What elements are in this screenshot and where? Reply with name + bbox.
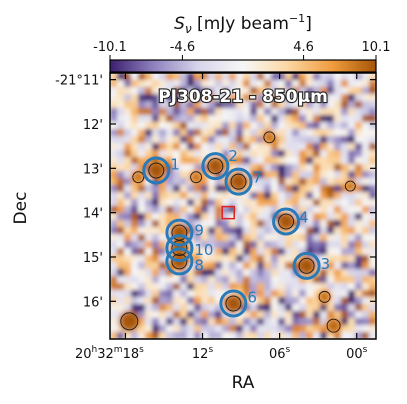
contour-line [171, 240, 188, 257]
source-circle-9 [165, 218, 194, 247]
x-axis-label: RA [232, 373, 255, 393]
source-circle-2 [201, 152, 230, 181]
x-tick-label: 12s [192, 345, 214, 362]
colorbar-tick-label: 10.1 [362, 40, 391, 55]
y-tick-label: 13' [83, 162, 103, 177]
colorbar: Sν [mJy beam−1] -10.1 -4.6 4.6 10.1 [93, 12, 390, 73]
colorbar-label: Sν [mJy beam−1] [174, 12, 312, 36]
source-label-7: 7 [253, 169, 263, 187]
source-circle-1 [142, 156, 171, 185]
colorbar-bar [109, 59, 377, 73]
contour-line [120, 312, 139, 331]
source-circle-6 [219, 289, 248, 318]
contour-line [148, 162, 165, 179]
source-circle-7 [224, 167, 253, 196]
y-axis-label: Dec [11, 192, 31, 225]
source-circle-8 [165, 247, 194, 276]
colorbar-tick-label: -10.1 [93, 40, 127, 55]
contour-line [225, 295, 242, 312]
contour-line [171, 253, 188, 270]
source-label-10: 10 [194, 241, 213, 259]
source-label-4: 4 [299, 209, 309, 227]
colorbar-tick-label: 4.6 [293, 40, 314, 55]
noise-field [110, 73, 376, 339]
source-label-1: 1 [170, 156, 180, 174]
y-tick-label: -21°11' [55, 74, 103, 89]
flux-contours [120, 131, 356, 333]
source-label-8: 8 [194, 256, 204, 274]
x-tick-label: 00s [346, 345, 368, 362]
source-circle-4 [272, 207, 301, 236]
contour-line [263, 131, 276, 144]
x-tick-label: 06s [269, 345, 291, 362]
source-circle-3 [292, 251, 321, 280]
contour-line [326, 318, 341, 333]
contour-line [132, 171, 145, 184]
contour-line [298, 257, 315, 274]
contour-line [230, 173, 247, 190]
quasar-marker [221, 205, 235, 220]
x-tick-label: 20h32m18s [75, 345, 144, 362]
source-label-6: 6 [247, 289, 257, 307]
source-circles [142, 152, 321, 318]
source-label-3: 3 [321, 255, 331, 273]
contour-line [171, 224, 188, 241]
source-label-9: 9 [194, 222, 204, 240]
contour-line [207, 158, 224, 175]
contour-line [318, 290, 331, 303]
contour-line [190, 171, 203, 184]
y-tick-label: 16' [83, 295, 103, 310]
map-title: PJ308-21 - 850μm [158, 87, 328, 107]
y-tick-label: 12' [83, 118, 103, 133]
colorbar-ticks: -10.1 -4.6 4.6 10.1 [93, 40, 390, 60]
y-axis-ticks: -21°11' 12' 13' 14' 15' 16' [55, 74, 376, 310]
y-tick-label: 15' [83, 251, 103, 266]
source-circle-10 [165, 234, 194, 263]
source-label-2: 2 [228, 147, 238, 165]
colorbar-tick-label: -4.6 [170, 40, 195, 55]
y-tick-label: 14' [83, 207, 103, 222]
contour-line [278, 213, 294, 230]
contour-line [344, 180, 356, 192]
x-axis-ticks: 20h32m18s 12s 06s 00s [75, 73, 368, 362]
map-frame [109, 72, 377, 340]
